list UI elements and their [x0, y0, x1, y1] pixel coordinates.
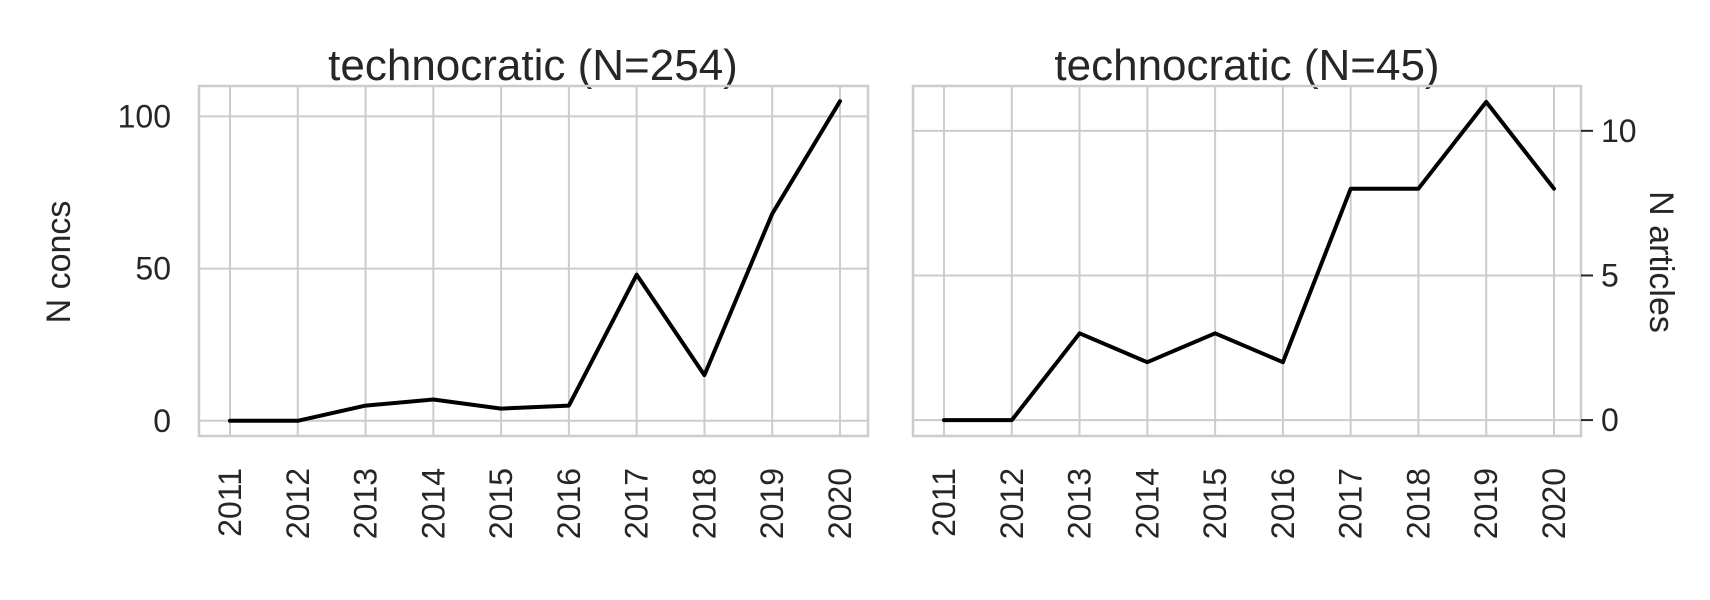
x-tick-label: 2017 — [1333, 468, 1369, 539]
chart-title: technocratic (N=45) — [1054, 41, 1439, 90]
x-tick-label: 2017 — [619, 468, 655, 539]
y-tick-label: 5 — [1601, 257, 1619, 293]
x-tick-label: 2018 — [1400, 468, 1436, 539]
x-ticks: 2011 2012 2013 2014 2015 2016 2017 2018 2019 2020 — [926, 468, 1572, 539]
y-ticks: 0 5 10 — [1581, 113, 1637, 438]
x-ticks: 2011 2012 2013 2014 2015 2016 2017 2018 2019 2020 — [212, 468, 858, 539]
x-tick-label: 2019 — [1468, 468, 1504, 539]
y-tick-label: 0 — [153, 403, 171, 439]
chart-title: technocratic (N=254) — [328, 41, 738, 90]
panel-articles: technocratic (N=45) N articles 0 5 10 2011… — [911, 41, 1680, 539]
y-ticks: 0 50 100 — [118, 98, 171, 438]
y-axis-label: N concs — [40, 201, 78, 324]
x-tick-label: 2014 — [415, 468, 451, 539]
x-tick-label: 2019 — [754, 468, 790, 539]
x-tick-label: 2013 — [1062, 468, 1098, 539]
x-tick-label: 2018 — [686, 468, 722, 539]
grid — [913, 86, 1581, 436]
x-tick-label: 2011 — [212, 468, 248, 537]
plot-frame — [197, 84, 870, 438]
series-line — [228, 99, 842, 423]
x-tick-label: 2020 — [822, 468, 858, 539]
y-axis-label: N articles — [1642, 191, 1680, 333]
plot-frame — [911, 84, 1583, 438]
y-tick-label: 100 — [118, 98, 171, 134]
x-tick-label: 2016 — [551, 468, 587, 539]
x-tick-label: 2013 — [348, 468, 384, 539]
y-tick-label: 0 — [1601, 402, 1619, 438]
x-tick-label: 2012 — [280, 468, 316, 539]
panel-concs: technocratic (N=254) N concs 0 50 100 2011… — [40, 41, 870, 539]
series-line — [942, 99, 1556, 423]
x-tick-label: 2012 — [994, 468, 1030, 539]
y-tick-label: 10 — [1601, 113, 1637, 149]
y-tick-label: 50 — [135, 251, 171, 287]
series — [942, 99, 1556, 423]
x-tick-label: 2015 — [483, 468, 519, 539]
x-tick-label: 2011 — [926, 468, 962, 537]
grid — [199, 86, 868, 436]
x-tick-label: 2020 — [1536, 468, 1572, 539]
x-tick-label: 2016 — [1265, 468, 1301, 539]
x-tick-label: 2014 — [1129, 468, 1165, 539]
x-tick-label: 2015 — [1197, 468, 1233, 539]
series — [228, 99, 842, 423]
